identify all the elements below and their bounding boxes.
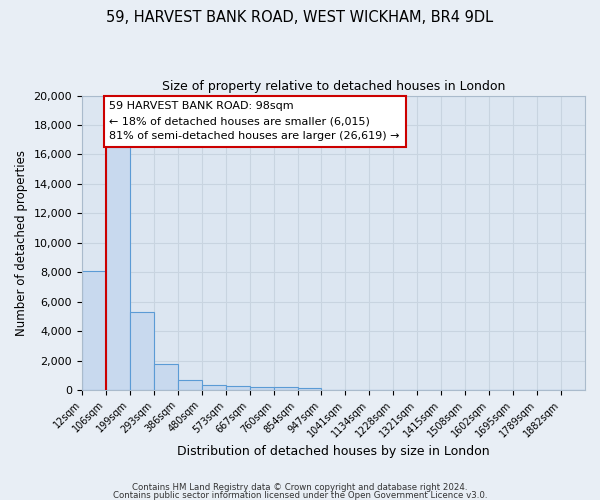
Bar bbox=[250, 387, 274, 390]
Text: Contains public sector information licensed under the Open Government Licence v3: Contains public sector information licen… bbox=[113, 490, 487, 500]
Y-axis label: Number of detached properties: Number of detached properties bbox=[15, 150, 28, 336]
Bar bbox=[202, 385, 226, 390]
Text: Contains HM Land Registry data © Crown copyright and database right 2024.: Contains HM Land Registry data © Crown c… bbox=[132, 484, 468, 492]
Bar bbox=[226, 386, 250, 390]
Bar bbox=[178, 380, 202, 390]
Title: Size of property relative to detached houses in London: Size of property relative to detached ho… bbox=[162, 80, 505, 93]
Bar bbox=[298, 388, 322, 390]
Bar bbox=[82, 270, 106, 390]
Bar bbox=[274, 387, 298, 390]
Text: 59, HARVEST BANK ROAD, WEST WICKHAM, BR4 9DL: 59, HARVEST BANK ROAD, WEST WICKHAM, BR4… bbox=[106, 10, 494, 25]
X-axis label: Distribution of detached houses by size in London: Distribution of detached houses by size … bbox=[177, 444, 490, 458]
Text: 59 HARVEST BANK ROAD: 98sqm
← 18% of detached houses are smaller (6,015)
81% of : 59 HARVEST BANK ROAD: 98sqm ← 18% of det… bbox=[109, 102, 400, 141]
Bar bbox=[106, 147, 130, 390]
Bar bbox=[154, 364, 178, 390]
Bar bbox=[130, 312, 154, 390]
